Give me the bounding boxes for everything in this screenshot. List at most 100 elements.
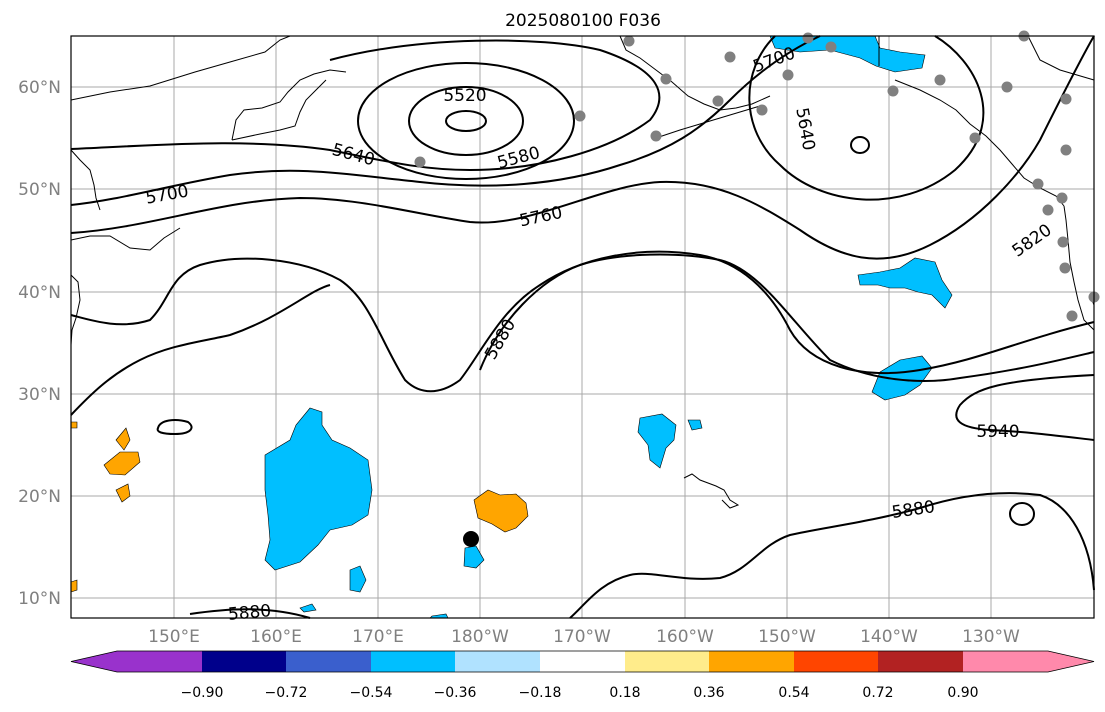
colorbar bbox=[70, 650, 1095, 673]
lat-label-20n: 20°N bbox=[18, 487, 61, 507]
station-marker bbox=[934, 74, 946, 86]
map-frame bbox=[70, 35, 1095, 619]
contour-5880-mid bbox=[479, 253, 721, 371]
colorbar-tick-1: −0.72 bbox=[265, 685, 308, 701]
contour-5520 bbox=[408, 86, 524, 156]
contour-label-5520: 5520 bbox=[443, 86, 486, 106]
latitude-labels: 60°N 50°N 40°N 30°N 20°N 10°N bbox=[18, 78, 61, 609]
station-marker bbox=[782, 69, 794, 81]
station-marker bbox=[756, 104, 768, 116]
colorbar-segment bbox=[286, 651, 371, 672]
coast-kamchatka-north bbox=[231, 69, 347, 141]
contour-5760 bbox=[70, 35, 1095, 260]
lon-label-170e: 170°E bbox=[352, 627, 404, 647]
colorbar-segment bbox=[794, 651, 878, 672]
coast-alaska-panhandle bbox=[894, 79, 1065, 207]
lon-label-140w: 140°W bbox=[860, 627, 918, 647]
colorbar-tick-3: −0.36 bbox=[434, 685, 477, 701]
contour-5640-west bbox=[70, 39, 661, 172]
contour-5520-inner bbox=[445, 110, 487, 132]
contour-5880-east bbox=[719, 259, 1095, 382]
lat-label-10n: 10°N bbox=[18, 589, 61, 609]
anomaly-blue-small-1 bbox=[349, 565, 367, 593]
station-marker bbox=[660, 73, 672, 85]
colorbar-segment bbox=[455, 651, 540, 672]
colorbar-segment bbox=[878, 651, 963, 672]
colorbar-segment bbox=[963, 651, 1048, 672]
coast-okhotsk bbox=[70, 149, 101, 211]
coastlines bbox=[70, 35, 1095, 509]
station-marker bbox=[825, 41, 837, 53]
station-marker bbox=[969, 132, 981, 144]
colorbar-tick-5: 0.18 bbox=[609, 685, 640, 701]
anomaly-orange-west-5 bbox=[70, 421, 78, 429]
anomaly-blue-alaska bbox=[769, 35, 926, 73]
coast-kuril bbox=[70, 227, 181, 251]
station-marker bbox=[1032, 178, 1044, 190]
anomaly-blue-ne-pacific-2 bbox=[857, 257, 953, 309]
colorbar-segment bbox=[117, 651, 202, 672]
contour-5880-small-east bbox=[1009, 502, 1035, 526]
anomaly-orange-west-1 bbox=[103, 451, 141, 476]
colorbar-extend-high bbox=[1048, 651, 1094, 672]
coast-siberia bbox=[70, 35, 291, 101]
coast-north-america bbox=[1063, 205, 1095, 331]
contour-5580 bbox=[357, 62, 575, 180]
lat-label-30n: 30°N bbox=[18, 385, 61, 405]
contour-5880-south bbox=[569, 492, 1095, 619]
anomaly-blue-small-2 bbox=[299, 603, 317, 613]
anomaly-orange-west-4 bbox=[70, 579, 78, 593]
anomaly-orange-west-3 bbox=[115, 483, 131, 503]
lat-label-50n: 50°N bbox=[18, 180, 61, 200]
station-marker bbox=[1057, 236, 1069, 248]
lon-label-150e: 150°E bbox=[148, 627, 200, 647]
colorbar-tick-4: −0.18 bbox=[519, 685, 562, 701]
coast-aleutians bbox=[655, 105, 761, 139]
coast-japan bbox=[70, 274, 81, 346]
station-marker bbox=[623, 35, 635, 47]
map-title: 2025080100 F036 bbox=[505, 11, 661, 31]
anomaly-orange-central bbox=[473, 489, 529, 533]
station-marker bbox=[414, 156, 426, 168]
lon-label-170w: 170°W bbox=[553, 627, 611, 647]
contour-label-5880-bottom: 5880 bbox=[227, 601, 272, 625]
station-marker bbox=[712, 95, 724, 107]
colorbar-tick-2: −0.54 bbox=[350, 685, 393, 701]
lon-label-130w: 130°W bbox=[962, 627, 1020, 647]
station-marker bbox=[887, 85, 899, 97]
station-markers bbox=[414, 30, 1100, 322]
lon-label-150w: 150°W bbox=[758, 627, 816, 647]
colorbar-tick-6: 0.36 bbox=[693, 685, 724, 701]
height-contours bbox=[70, 35, 1095, 619]
coast-hawaii bbox=[683, 473, 740, 509]
station-marker bbox=[650, 130, 662, 142]
colorbar-segment bbox=[371, 651, 455, 672]
colorbar-segment bbox=[625, 651, 709, 672]
colorbar-segment bbox=[202, 651, 286, 672]
colorbar-tick-8: 0.72 bbox=[862, 685, 893, 701]
station-marker bbox=[802, 32, 814, 44]
map-panel: 5520 5580 5640 5700 5760 5880 5640 5700 … bbox=[70, 30, 1100, 625]
lat-label-60n: 60°N bbox=[18, 78, 61, 98]
anomaly-blue-ne-pacific-1 bbox=[871, 355, 933, 401]
contour-5820 bbox=[70, 250, 1095, 393]
contour-label-5940: 5940 bbox=[976, 422, 1019, 442]
coast-canada-border bbox=[1027, 35, 1095, 81]
station-marker bbox=[1060, 93, 1072, 105]
coast-alaska-west bbox=[619, 35, 771, 111]
station-marker bbox=[1060, 144, 1072, 156]
anomaly-blue-west-pacific bbox=[264, 407, 373, 571]
anomaly-blue-small-4 bbox=[687, 419, 703, 431]
station-marker bbox=[1056, 192, 1068, 204]
anomaly-shading bbox=[264, 35, 953, 619]
gridlines bbox=[71, 36, 1094, 618]
colorbar-segment bbox=[540, 651, 625, 672]
colorbar-ticks: −0.90 −0.72 −0.54 −0.36 −0.18 0.18 0.36 … bbox=[181, 685, 979, 701]
contour-5880-west bbox=[70, 284, 331, 416]
contour-5940-small bbox=[156, 419, 193, 436]
anomaly-orange-shading bbox=[70, 421, 529, 593]
contour-5640-east-inner bbox=[850, 136, 870, 154]
coast-kamchatka bbox=[231, 79, 327, 141]
